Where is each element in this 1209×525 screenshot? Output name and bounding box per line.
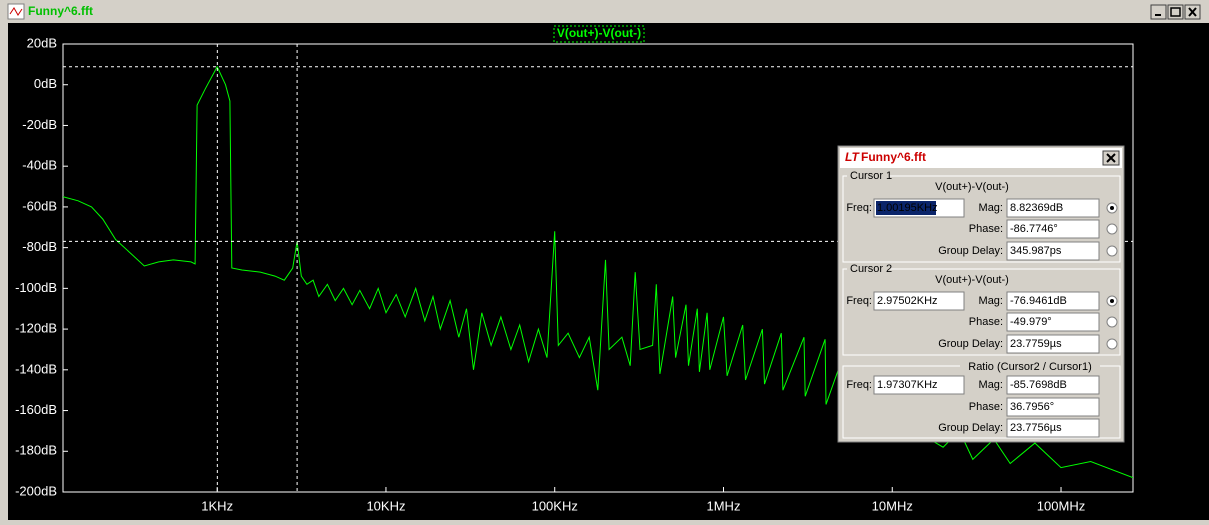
maximize-glyph <box>1170 7 1181 17</box>
x-tick-label: 10KHz <box>366 498 405 513</box>
field-value: -86.7746° <box>1010 223 1058 235</box>
y-tick-label: -120dB <box>15 321 57 336</box>
field-label: Freq: <box>846 295 872 307</box>
field-value: 345.987ps <box>1010 245 1062 257</box>
x-tick-label: 1KHz <box>201 498 233 513</box>
field-box[interactable] <box>1006 418 1100 438</box>
group-title: Ratio (Cursor2 / Cursor1) <box>968 361 1091 373</box>
field-box[interactable] <box>873 291 965 311</box>
group-title: Cursor 2 <box>850 263 892 275</box>
trace-label[interactable]: V(out+)-V(out-) <box>557 26 641 40</box>
x-tick-label: 100KHz <box>532 498 578 513</box>
y-tick-label: -40dB <box>22 158 57 173</box>
field-box[interactable] <box>1006 291 1100 311</box>
close-glyph <box>1188 7 1197 17</box>
y-tick-label: -180dB <box>15 443 57 458</box>
field-label: Freq: <box>846 379 872 391</box>
field-value: 23.7759µs <box>1010 338 1062 350</box>
legend-bg <box>847 263 889 275</box>
y-tick-label: -80dB <box>22 239 57 254</box>
window-title: Funny^6.fft <box>28 4 93 18</box>
title-bar <box>0 0 1209 23</box>
trace-name: V(out+)-V(out-) <box>935 274 1009 286</box>
field-value: -85.7698dB <box>1010 379 1067 391</box>
group-box <box>842 175 1121 263</box>
dialog-close-glyph <box>1106 153 1116 163</box>
field-value: 1.00195KHz <box>877 202 938 214</box>
app-icon-glyph <box>9 7 23 16</box>
y-tick-label: -100dB <box>15 280 57 295</box>
dialog-logo: LT <box>845 150 860 164</box>
field-value: 36.7956° <box>1010 401 1054 413</box>
field-label: Phase: <box>969 316 1003 328</box>
radio-button[interactable] <box>1106 338 1118 350</box>
field-value: 8.82369dB <box>1010 202 1063 214</box>
y-tick-label: -140dB <box>15 361 57 376</box>
radio-button[interactable] <box>1106 245 1118 257</box>
field-label: Mag: <box>979 295 1003 307</box>
field-value: -76.9461dB <box>1010 295 1067 307</box>
x-tick-label: 100MHz <box>1037 498 1085 513</box>
y-tick-label: 20dB <box>27 35 57 50</box>
field-box[interactable] <box>1006 312 1100 332</box>
radio-button[interactable] <box>1106 316 1118 328</box>
legend-bg <box>847 170 889 182</box>
trace-name: V(out+)-V(out-) <box>935 181 1009 193</box>
field-box[interactable] <box>873 375 965 395</box>
field-box[interactable] <box>1006 334 1100 354</box>
dialog-title: Funny^6.fft <box>861 150 926 164</box>
selection <box>876 201 936 215</box>
field-value: -49.979° <box>1010 316 1052 328</box>
field-label: Group Delay: <box>938 422 1003 434</box>
group-box <box>842 268 1121 356</box>
radio-button[interactable] <box>1106 223 1118 235</box>
y-tick-label: -20dB <box>22 117 57 132</box>
field-label: Mag: <box>979 202 1003 214</box>
legend-bg <box>960 360 1100 372</box>
dialog-title-bar <box>840 148 1122 168</box>
field-label: Group Delay: <box>938 338 1003 350</box>
field-box[interactable] <box>1006 375 1100 395</box>
field-value: 23.7756µs <box>1010 422 1062 434</box>
field-value: 2.97502KHz <box>877 295 938 307</box>
trace <box>63 65 1133 479</box>
trace-label-box[interactable] <box>553 25 645 43</box>
field-box[interactable] <box>1006 397 1100 417</box>
x-tick-label: 1MHz <box>707 498 741 513</box>
field-box[interactable] <box>1006 219 1100 239</box>
field-label: Group Delay: <box>938 245 1003 257</box>
y-tick-label: -60dB <box>22 198 57 213</box>
field-label: Mag: <box>979 379 1003 391</box>
field-box[interactable] <box>1006 198 1100 218</box>
y-tick-label: -200dB <box>15 483 57 498</box>
field-value: 1.97307KHz <box>877 379 938 391</box>
y-tick-label: -160dB <box>15 402 57 417</box>
field-label: Phase: <box>969 223 1003 235</box>
radio-dot <box>1110 299 1114 303</box>
cursor-dialog: LT Funny^6.fft Ratio (Cursor2 / Cursor1)… <box>837 145 1125 443</box>
field-label: Phase: <box>969 401 1003 413</box>
plot-frame <box>62 43 1134 493</box>
radio-dot <box>1110 206 1114 210</box>
field-box[interactable] <box>1006 241 1100 261</box>
plot: 20dB 0dB -20dB -40dB -60dB -80dB -100dB -120dB -… <box>15 35 1133 513</box>
minimize-button[interactable] <box>1150 4 1167 20</box>
field-label: Freq: <box>846 202 872 214</box>
x-tick-label: 10MHz <box>872 498 913 513</box>
y-tick-label: 0dB <box>34 76 57 91</box>
group-title: Cursor 1 <box>850 170 892 182</box>
